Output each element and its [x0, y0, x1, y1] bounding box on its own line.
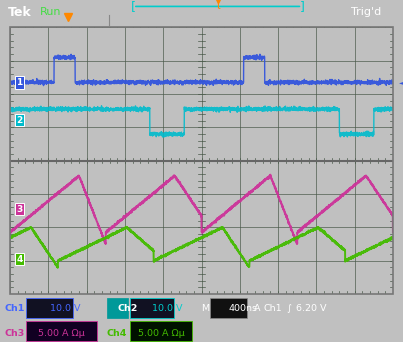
Text: Run: Run — [40, 7, 62, 17]
Bar — [130, 298, 174, 318]
Text: Ch2: Ch2 — [117, 304, 138, 313]
Text: Trig'd: Trig'd — [351, 7, 381, 17]
Text: 3: 3 — [17, 205, 23, 214]
Text: [: [ — [131, 0, 135, 13]
Text: ∫: ∫ — [286, 304, 291, 313]
Text: A: A — [254, 304, 260, 313]
Text: 1: 1 — [17, 78, 23, 87]
Text: Ch1: Ch1 — [4, 304, 25, 313]
Text: 4: 4 — [17, 254, 23, 264]
Text: Ch4: Ch4 — [107, 329, 127, 338]
Text: 400ns: 400ns — [229, 304, 258, 313]
Bar — [210, 298, 247, 318]
Text: Tek: Tek — [8, 6, 32, 19]
Bar — [26, 321, 97, 341]
Bar — [107, 298, 128, 318]
Text: Ch3: Ch3 — [4, 329, 24, 338]
Bar — [130, 321, 192, 341]
Text: 10.0 V: 10.0 V — [152, 304, 183, 313]
Bar — [26, 298, 73, 318]
Text: 10.0 V: 10.0 V — [50, 304, 80, 313]
Text: Ch1: Ch1 — [264, 304, 283, 313]
Text: M: M — [202, 304, 210, 313]
Text: 5.00 A Ωμ: 5.00 A Ωμ — [138, 329, 185, 338]
Text: ]: ] — [300, 0, 305, 13]
Text: 5.00 A Ωμ: 5.00 A Ωμ — [38, 329, 85, 338]
Text: 6.20 V: 6.20 V — [296, 304, 327, 313]
Text: 2: 2 — [17, 116, 23, 124]
Text: ◄: ◄ — [399, 77, 403, 87]
Text: ι: ι — [216, 1, 220, 11]
